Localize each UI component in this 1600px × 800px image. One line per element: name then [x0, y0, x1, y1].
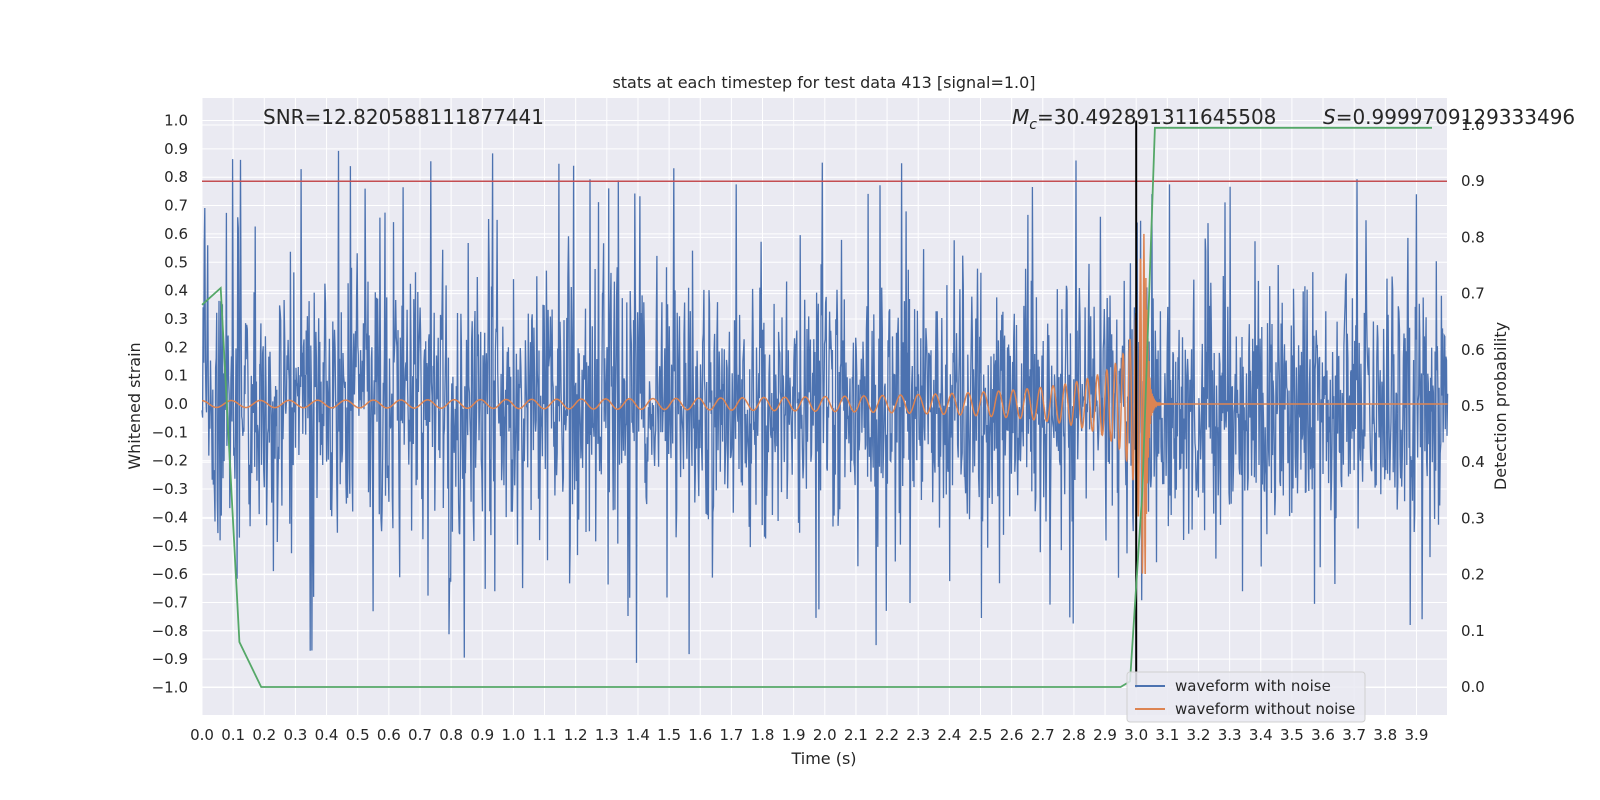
signal-series — [202, 233, 1448, 575]
chirp-mass-subscript: c — [1029, 117, 1037, 133]
x-tick-label: 0.8 — [439, 726, 463, 744]
y-tick-label: 0.7 — [164, 197, 188, 215]
y-axis-label: Whitened strain — [125, 342, 144, 469]
snr-annotation: SNR=12.820588111877441 — [263, 105, 544, 129]
x-tick-label: 1.0 — [501, 726, 525, 744]
x-tick-label: 3.7 — [1342, 726, 1366, 744]
x-tick-label: 0.9 — [470, 726, 494, 744]
x-tick-label: 3.0 — [1124, 726, 1148, 744]
x-tick-label: 0.2 — [252, 726, 276, 744]
y-tick-label: −0.8 — [152, 622, 188, 640]
y-tick-label: −0.1 — [152, 423, 188, 441]
score-symbol: S — [1323, 105, 1336, 129]
y-tick-label: 0.4 — [164, 282, 188, 300]
y2-tick-label: 0.6 — [1461, 341, 1485, 359]
x-tick-label: 1.7 — [719, 726, 743, 744]
y-tick-label: −0.2 — [152, 452, 188, 470]
y-tick-label: −0.9 — [152, 650, 188, 668]
y2-tick-label: 0.7 — [1461, 285, 1485, 303]
x-tick-label: 0.0 — [190, 726, 214, 744]
noise-waveform-line — [201, 150, 1449, 663]
x-tick-label: 2.7 — [1031, 726, 1055, 744]
y-tick-label: 0.8 — [164, 168, 188, 186]
x-tick-label: 1.5 — [657, 726, 681, 744]
x-tick-label: 3.3 — [1218, 726, 1242, 744]
x-tick-label: 2.1 — [844, 726, 868, 744]
y2-tick-label: 1.0 — [1461, 116, 1485, 134]
chirp-mass-annotation: Mc=30.492891311645508 — [1012, 105, 1276, 133]
chirp-mass-value: =30.492891311645508 — [1037, 105, 1276, 129]
x-tick-label: 0.5 — [346, 726, 370, 744]
y-tick-label: 0.1 — [164, 367, 188, 385]
score-value: =0.9999709129333496 — [1336, 105, 1575, 129]
x-tick-label: 0.4 — [315, 726, 339, 744]
x-tick-label: 1.9 — [782, 726, 806, 744]
x-tick-label: 2.6 — [1000, 726, 1024, 744]
y-tick-label: 0.0 — [164, 395, 188, 413]
score-annotation: S=0.9999709129333496 — [1323, 105, 1575, 129]
legend-label-noise: waveform with noise — [1175, 677, 1331, 695]
x-tick-label: 3.2 — [1187, 726, 1211, 744]
y2-tick-label: 0.8 — [1461, 228, 1485, 246]
y-tick-label: −1.0 — [152, 679, 188, 697]
y-axis-ticks: 1.0 0.9 0.8 0.7 0.6 0.5 0.4 0.3 0.2 0.1 0.0 −0.1 −0.… — [152, 112, 188, 697]
x-tick-label: 3.9 — [1405, 726, 1429, 744]
chirp-mass-symbol: M — [1012, 105, 1029, 129]
x-tick-label: 0.6 — [377, 726, 401, 744]
x-tick-label: 3.1 — [1155, 726, 1179, 744]
legend: waveform with noise waveform without noi… — [1126, 671, 1366, 723]
y-tick-label: −0.5 — [152, 537, 188, 555]
x-tick-label: 3.4 — [1249, 726, 1273, 744]
chart-title: stats at each timestep for test data 413… — [612, 73, 1035, 92]
y-tick-label: −0.6 — [152, 565, 188, 583]
y2-axis-label: Detection probability — [1491, 322, 1510, 490]
x-tick-label: 0.3 — [283, 726, 307, 744]
y-tick-label: 1.0 — [164, 112, 188, 130]
x-tick-label: 1.1 — [533, 726, 557, 744]
legend-label-signal: waveform without noise — [1175, 700, 1355, 718]
probability-series — [201, 126, 1432, 688]
y2-tick-label: 0.9 — [1461, 172, 1485, 190]
y2-tick-label: 0.5 — [1461, 397, 1485, 415]
y2-axis-ticks: 1.0 0.9 0.8 0.7 0.6 0.5 0.4 0.3 0.2 0.1 0.0 — [1461, 116, 1485, 696]
x-tick-label: 1.6 — [688, 726, 712, 744]
x-tick-label: 1.3 — [595, 726, 619, 744]
y-tick-label: 0.5 — [164, 253, 188, 271]
x-tick-label: 3.5 — [1280, 726, 1304, 744]
detection-probability-line — [201, 126, 1432, 688]
x-tick-label: 2.3 — [906, 726, 930, 744]
x-tick-label: 2.4 — [937, 726, 961, 744]
x-axis-ticks: 0.0 0.1 0.2 0.3 0.4 0.5 0.6 0.7 0.8 0.9 1.0 1.1 1.2 1… — [190, 726, 1428, 744]
x-axis-label: Time (s) — [790, 749, 856, 768]
x-tick-label: 2.0 — [813, 726, 837, 744]
x-tick-label: 2.2 — [875, 726, 899, 744]
y2-tick-label: 0.2 — [1461, 566, 1485, 584]
y-tick-label: 0.2 — [164, 338, 188, 356]
x-tick-label: 1.8 — [751, 726, 775, 744]
x-tick-label: 2.8 — [1062, 726, 1086, 744]
y2-tick-label: 0.0 — [1461, 678, 1485, 696]
y-tick-label: 0.6 — [164, 225, 188, 243]
y-tick-label: −0.3 — [152, 480, 188, 498]
x-tick-label: 1.2 — [564, 726, 588, 744]
y-tick-label: 0.3 — [164, 310, 188, 328]
x-tick-label: 0.7 — [408, 726, 432, 744]
y-tick-label: −0.4 — [152, 508, 188, 526]
y2-tick-label: 0.1 — [1461, 622, 1485, 640]
x-tick-label: 3.6 — [1311, 726, 1335, 744]
x-tick-label: 3.8 — [1373, 726, 1397, 744]
x-tick-label: 2.9 — [1093, 726, 1117, 744]
x-tick-label: 1.4 — [626, 726, 650, 744]
x-tick-label: 2.5 — [969, 726, 993, 744]
x-tick-label: 0.1 — [221, 726, 245, 744]
y2-tick-label: 0.3 — [1461, 509, 1485, 527]
legend-box — [1126, 671, 1366, 723]
y-tick-label: −0.7 — [152, 593, 188, 611]
noise-series — [201, 150, 1449, 663]
y2-tick-label: 0.4 — [1461, 453, 1485, 471]
y-tick-label: 0.9 — [164, 140, 188, 158]
clean-waveform-line — [202, 233, 1448, 575]
